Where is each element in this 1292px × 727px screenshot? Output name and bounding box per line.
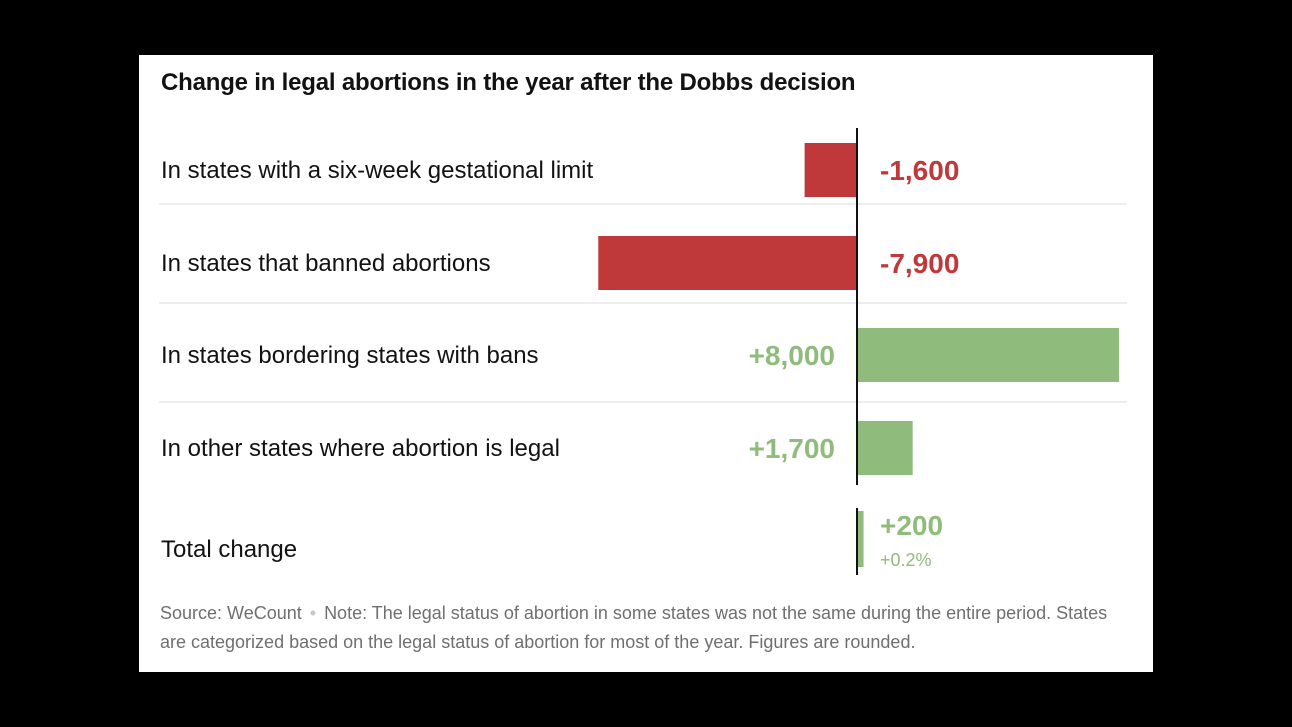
bar <box>857 328 1119 382</box>
note-text: Note: The legal status of abortion in so… <box>160 603 1108 652</box>
footnote-separator: • <box>309 603 317 623</box>
total-value-label: +200 <box>880 510 943 541</box>
total-bar <box>857 511 864 567</box>
chart-title: Change in legal abortions in the year af… <box>161 69 856 96</box>
total-label: Total change <box>161 536 297 563</box>
bar-chart: In states with a six-week gestational li… <box>159 128 1127 575</box>
category-label: In other states where abortion is legal <box>161 435 560 462</box>
footnote: Source: WeCount • Note: The legal status o… <box>160 599 1135 657</box>
bar <box>598 236 857 290</box>
value-label: -7,900 <box>880 248 959 279</box>
category-label: In states with a six-week gestational li… <box>161 157 594 184</box>
chart-card: Change in legal abortions in the year af… <box>139 55 1153 672</box>
value-label: -1,600 <box>880 155 959 186</box>
value-label: +8,000 <box>749 340 835 371</box>
total-percent-label: +0.2% <box>880 550 932 570</box>
bar <box>857 421 913 475</box>
category-label: In states bordering states with bans <box>161 342 539 369</box>
source-text: Source: WeCount <box>160 603 302 623</box>
value-label: +1,700 <box>749 433 835 464</box>
bar <box>804 143 857 197</box>
category-label: In states that banned abortions <box>161 250 491 277</box>
